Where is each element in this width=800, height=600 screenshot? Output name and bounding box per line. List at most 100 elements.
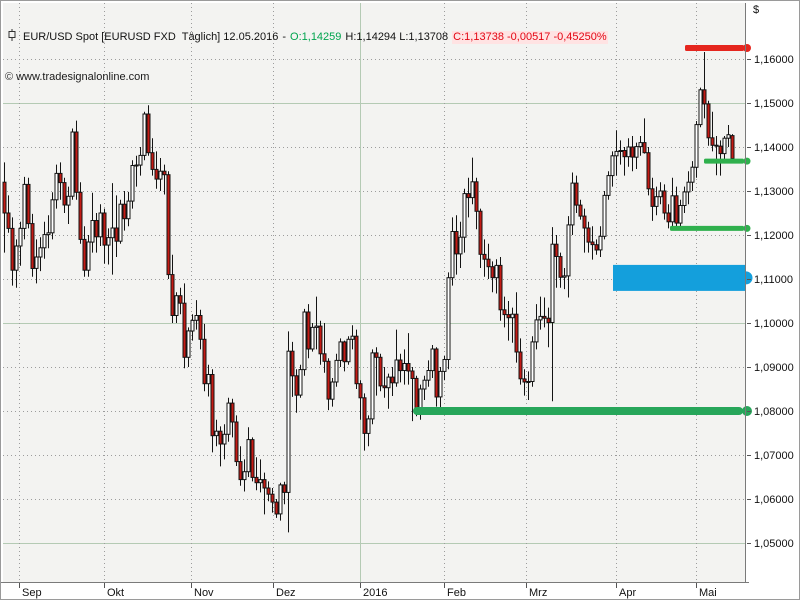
candle[interactable] [706, 100, 711, 146]
candle[interactable] [326, 358, 331, 411]
candle[interactable] [18, 221, 23, 266]
candle[interactable] [614, 130, 619, 176]
candle[interactable] [686, 171, 691, 205]
candle[interactable] [178, 287, 183, 315]
candle[interactable] [58, 162, 63, 200]
candle[interactable] [618, 140, 623, 165]
candle[interactable] [726, 125, 731, 147]
candle[interactable] [46, 215, 51, 249]
candle[interactable] [662, 184, 667, 220]
candle[interactable] [318, 320, 323, 365]
candle[interactable] [54, 164, 59, 209]
support-line-mid[interactable] [670, 225, 744, 231]
candle[interactable] [486, 243, 491, 279]
candle[interactable] [474, 177, 479, 230]
candle[interactable] [194, 300, 199, 330]
candle[interactable] [218, 426, 223, 467]
candle[interactable] [270, 488, 275, 513]
candle[interactable] [402, 349, 407, 385]
candle[interactable] [170, 254, 175, 323]
candle[interactable] [338, 338, 343, 367]
time-axis[interactable] [1, 582, 745, 600]
candle[interactable] [698, 87, 703, 128]
candle[interactable] [582, 208, 587, 253]
candle[interactable] [510, 307, 515, 343]
candle[interactable] [634, 142, 639, 169]
candle[interactable] [154, 151, 159, 189]
candle[interactable] [70, 128, 75, 200]
candle[interactable] [670, 177, 675, 229]
candle[interactable] [646, 147, 651, 196]
candle[interactable] [390, 367, 395, 396]
candle[interactable] [142, 111, 147, 161]
candle[interactable] [6, 195, 11, 233]
candle[interactable] [202, 323, 207, 392]
candle[interactable] [574, 175, 579, 213]
candle[interactable] [146, 105, 151, 156]
candle[interactable] [562, 268, 567, 290]
candle[interactable] [118, 199, 123, 244]
candle[interactable] [262, 472, 267, 515]
candle[interactable] [298, 364, 303, 398]
candle[interactable] [74, 120, 79, 200]
candle[interactable] [350, 325, 355, 350]
candle[interactable] [86, 235, 91, 277]
candle[interactable] [398, 353, 403, 383]
candle[interactable] [214, 419, 219, 447]
candle[interactable] [222, 424, 227, 460]
candle[interactable] [714, 136, 719, 176]
candle[interactable] [90, 192, 95, 253]
candle[interactable] [66, 186, 71, 224]
candle[interactable] [602, 191, 607, 240]
candle[interactable] [422, 375, 427, 400]
candle[interactable] [354, 329, 359, 389]
candle[interactable] [266, 481, 271, 502]
candle[interactable] [622, 147, 627, 176]
candle[interactable] [106, 228, 111, 265]
candle[interactable] [102, 208, 107, 264]
candle[interactable] [522, 369, 527, 396]
candle[interactable] [334, 353, 339, 387]
candle[interactable] [498, 257, 503, 321]
candle[interactable] [658, 182, 663, 205]
candle[interactable] [606, 171, 611, 200]
candle[interactable] [250, 437, 255, 482]
candle[interactable] [394, 329, 399, 387]
candle[interactable] [114, 195, 119, 257]
candle[interactable] [550, 227, 555, 402]
candle[interactable] [134, 155, 139, 187]
candle[interactable] [450, 217, 455, 286]
candle[interactable] [478, 208, 483, 268]
candle[interactable] [258, 459, 263, 493]
candle[interactable] [470, 157, 475, 205]
candle[interactable] [566, 216, 571, 298]
candle[interactable] [186, 327, 191, 367]
candle[interactable] [638, 136, 643, 156]
candle[interactable] [430, 345, 435, 378]
candle[interactable] [314, 296, 319, 350]
candle[interactable] [282, 481, 287, 505]
candle[interactable] [630, 136, 635, 172]
candle[interactable] [454, 215, 459, 275]
candle[interactable] [162, 164, 167, 195]
candle[interactable] [378, 353, 383, 392]
candle[interactable] [434, 347, 439, 407]
candle[interactable] [198, 309, 203, 350]
support-zone[interactable] [613, 264, 745, 291]
candle[interactable] [274, 499, 279, 518]
candle[interactable] [446, 272, 451, 370]
candle[interactable] [518, 338, 523, 385]
candle[interactable] [710, 111, 715, 152]
candle[interactable] [502, 296, 507, 328]
candle[interactable] [238, 446, 243, 486]
candle[interactable] [586, 221, 591, 253]
candle[interactable] [342, 340, 347, 372]
candle[interactable] [494, 259, 499, 294]
candle[interactable] [490, 261, 495, 293]
candle[interactable] [690, 161, 695, 191]
candle[interactable] [374, 347, 379, 396]
candle[interactable] [514, 292, 519, 363]
candle[interactable] [546, 307, 551, 348]
candle[interactable] [682, 186, 687, 213]
